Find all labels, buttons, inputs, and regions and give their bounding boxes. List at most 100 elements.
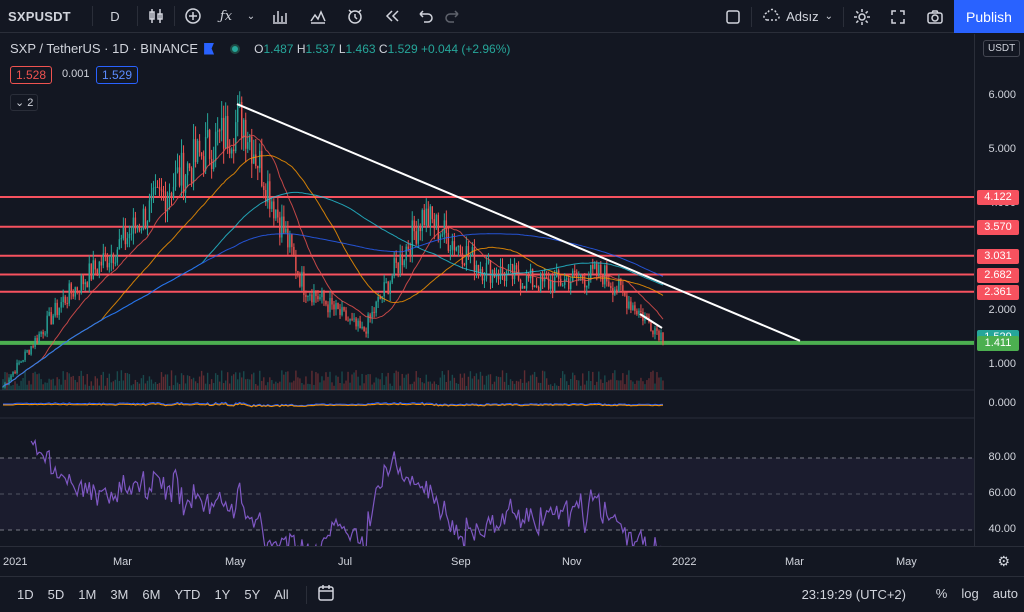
range-button-all[interactable]: All [274,587,289,602]
volume-bar [387,372,389,390]
collapsed-indicators-toggle[interactable]: ⌄ 2 [10,94,39,111]
clock[interactable]: 23:19:29 (UTC+2) [801,587,906,602]
price-tag[interactable]: 2.361 [977,284,1019,300]
volume-bar [321,376,323,390]
volume-bar [273,383,275,390]
candle-body [162,190,165,192]
chevron-down-icon[interactable]: ⌄ [246,10,256,22]
price-tag[interactable]: 1.411 [977,335,1019,351]
candle-body [14,372,16,374]
volume-bar [279,381,281,390]
volume-bar [78,376,80,390]
templates-icon[interactable] [299,0,337,33]
candle-body [265,190,267,203]
symbol-search[interactable]: SXPUSDT [8,8,71,24]
interval-selector[interactable]: D [110,8,120,24]
redo-icon[interactable] [439,0,467,33]
replay-icon[interactable] [373,0,411,33]
range-button-5y[interactable]: 5Y [244,587,261,602]
candle-body [521,286,524,289]
trendline[interactable] [236,103,801,342]
volume-bar [445,382,448,390]
buy-price-box[interactable]: 1.529 [96,66,139,84]
candle-body [214,131,217,161]
price-axis[interactable]: USDT 6.0005.0004.0003.0002.0001.0000.000… [974,34,1024,546]
range-button-1y[interactable]: 1Y [214,587,231,602]
volume-bar [343,383,345,390]
candles-icon[interactable] [138,0,174,33]
volume-bar [72,375,74,390]
candle-body [604,265,606,285]
volume-bar [150,379,153,390]
volume-bar [62,371,64,390]
volume-bar [594,385,596,390]
price-tag[interactable]: 2.682 [977,267,1019,283]
calendar-icon[interactable] [317,584,335,605]
volume-bar [656,372,658,390]
volume-bar [477,379,480,390]
volume-bar [94,376,96,390]
fx-icon[interactable]: ƒx [219,8,233,24]
price-tag[interactable]: 4.122 [977,190,1019,206]
candle-body [164,191,167,212]
volume-bar [557,385,560,390]
volume-bar [337,376,339,390]
time-axis[interactable]: 2021 Mar May Jul Sep Nov 2022 Mar May ⚙ [0,546,1024,576]
sell-price-box[interactable]: 1.528 [10,66,53,84]
candle-body [251,136,253,164]
camera-icon[interactable] [916,0,954,33]
candle-body [331,297,333,305]
volume-bar [541,370,544,390]
volume-bar [102,371,105,390]
settings-icon[interactable] [844,0,880,33]
candle-body [220,117,223,131]
volume-bar [200,370,203,390]
volume-bar [515,380,518,390]
time-label: May [896,556,917,568]
expand-icon[interactable] [880,0,916,33]
candle-body [357,320,359,327]
add-indicator-icon[interactable] [175,0,211,33]
volume-bar [228,383,231,390]
volume-bar [463,373,466,390]
publish-button[interactable]: Publish [954,0,1024,33]
fullscreen-icon[interactable] [715,0,751,33]
alert-icon[interactable] [337,0,373,33]
candle-body [453,241,456,251]
volume-bar [152,383,155,390]
undo-icon[interactable] [411,0,439,33]
scale-option-log[interactable]: log [961,586,979,601]
price-chart[interactable] [0,34,974,546]
scale-option-percent[interactable]: % [935,586,948,601]
candle-body [445,220,448,234]
candle-body [596,264,598,276]
candle-body [76,287,78,291]
range-button-6m[interactable]: 6M [142,587,161,602]
volume-bar [459,373,462,390]
layout-menu[interactable]: Adsız ⌄ [752,6,843,27]
short-trendline[interactable] [639,313,663,329]
range-button-1d[interactable]: 1D [17,587,34,602]
gear-icon[interactable]: ⚙ [997,553,1010,569]
volume-bar [166,374,169,390]
scale-option-auto[interactable]: auto [992,586,1018,601]
volume-bar [419,377,421,390]
range-button-ytd[interactable]: YTD [174,587,201,602]
range-button-3m[interactable]: 3M [110,587,129,602]
candle-body [206,130,209,137]
price-tag[interactable]: 3.570 [977,219,1019,235]
low-label: L [338,41,346,56]
volume-bar [652,370,654,390]
currency-label[interactable]: USDT [983,40,1021,57]
volume-bar [146,380,149,390]
candle-body [385,281,387,283]
chart-legend: SXP / TetherUS · 1D · BINANCE O1.487 H1.… [10,41,510,56]
candle-body [431,206,434,220]
flag-icon[interactable] [204,42,215,55]
bar-chart-icon[interactable] [261,0,299,33]
range-button-5d[interactable]: 5D [47,587,65,602]
legend-symbol[interactable]: SXP / TetherUS · 1D · BINANCE [10,41,199,56]
price-tag[interactable]: 3.031 [977,248,1019,264]
range-button-1m[interactable]: 1M [78,587,97,602]
volume-bar [644,384,646,390]
